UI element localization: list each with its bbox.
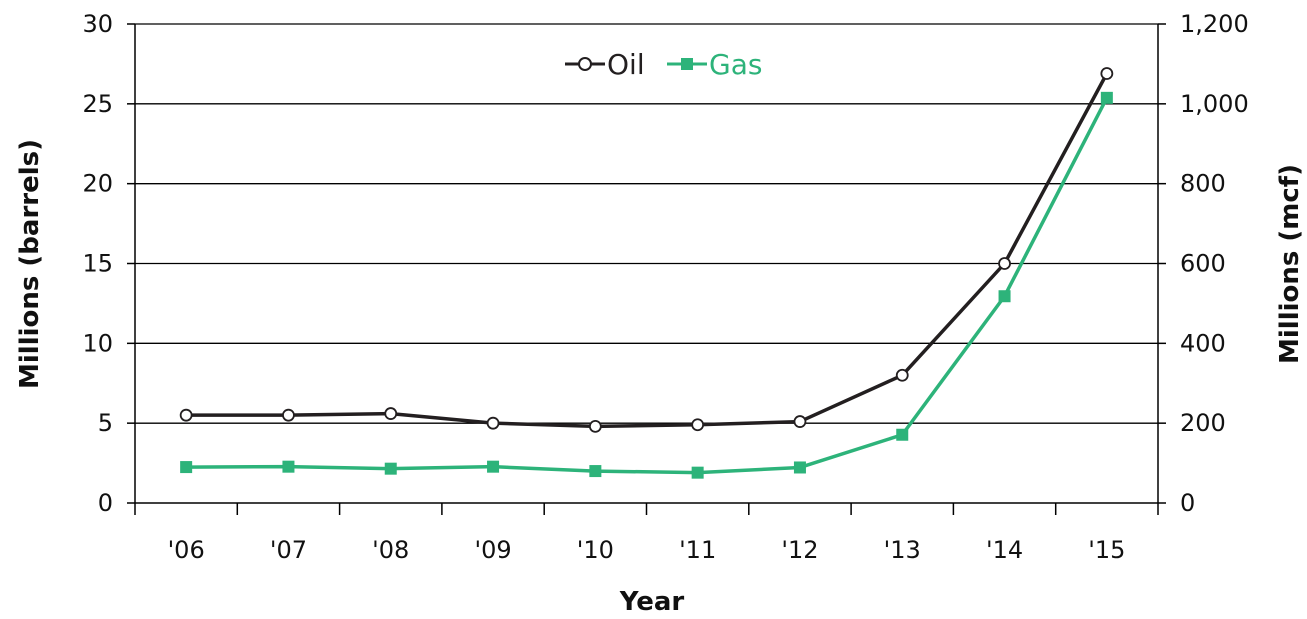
legend-oil-label: Oil — [607, 48, 645, 81]
right-y-tick-label: 400 — [1180, 329, 1226, 357]
x-tick-label: '07 — [270, 536, 307, 564]
left-y-tick-label: 5 — [98, 409, 113, 437]
left-y-tick-label: 0 — [98, 489, 113, 517]
x-axis-title: Year — [619, 587, 685, 617]
gas-series — [180, 91, 1113, 479]
gas-point — [1100, 91, 1113, 104]
legend-oil-marker — [578, 57, 592, 71]
gas-point — [589, 465, 602, 478]
oil-point — [998, 257, 1011, 270]
x-tick-label: '08 — [372, 536, 409, 564]
oil-point — [282, 408, 295, 422]
gas-point — [896, 428, 909, 441]
gas-point — [180, 461, 193, 474]
x-tick-label: '13 — [884, 536, 921, 564]
oil-point — [691, 418, 705, 432]
x-tick-label: '10 — [577, 536, 614, 564]
oil-point — [486, 416, 500, 430]
left-y-axis-tick-labels: 0 5 10 15 20 25 30 — [82, 10, 113, 517]
oil-point — [1100, 67, 1114, 80]
legend-gas-label: Gas — [709, 48, 762, 81]
right-y-tick-label: 800 — [1180, 170, 1226, 198]
x-tick-label: '14 — [986, 536, 1023, 564]
left-y-tick-label: 25 — [82, 90, 113, 118]
x-axis-tick-labels: '06 '07 '08 '09 '10 '11 '12 '13 '14 '15 — [168, 536, 1126, 564]
left-y-tick-label: 10 — [82, 329, 113, 357]
right-y-tick-label: 200 — [1180, 409, 1226, 437]
gridlines — [135, 23, 1158, 424]
right-y-tick-label: 1,200 — [1180, 10, 1249, 38]
x-tick-label: '15 — [1088, 536, 1125, 564]
oil-point — [895, 368, 909, 382]
oil-line — [186, 72, 1109, 429]
left-y-tick-label: 15 — [82, 250, 113, 278]
gas-point — [793, 461, 806, 474]
legend-gas-marker — [681, 58, 693, 70]
right-y-tick-label: 0 — [1180, 489, 1195, 517]
axes — [127, 23, 1166, 515]
legend: Oil Gas — [565, 48, 762, 81]
oil-point — [384, 407, 398, 420]
gas-point — [998, 290, 1011, 303]
gas-point — [691, 466, 704, 479]
right-y-axis-tick-labels: 0 200 400 600 800 1,000 1,200 — [1180, 10, 1249, 517]
gas-line — [186, 97, 1109, 475]
right-y-tick-label: 1,000 — [1180, 90, 1249, 118]
left-y-tick-label: 20 — [82, 170, 113, 198]
oil-point — [588, 419, 602, 433]
gas-point — [282, 460, 295, 473]
x-tick-label: '11 — [679, 536, 716, 564]
oil-series — [179, 67, 1114, 433]
series-group — [179, 67, 1114, 479]
oil-point — [179, 408, 193, 422]
x-tick-label: '12 — [781, 536, 818, 564]
left-y-tick-label: 30 — [82, 10, 113, 38]
x-tick-label: '06 — [168, 536, 205, 564]
legend-item-gas: Gas — [667, 48, 762, 81]
left-y-axis-title: Millions (barrels) — [15, 139, 45, 389]
gas-point — [384, 462, 397, 475]
oil-point — [793, 415, 807, 428]
right-y-axis-title: Millions (mcf) — [1275, 164, 1305, 364]
right-y-tick-label: 600 — [1180, 250, 1226, 278]
legend-item-oil: Oil — [565, 48, 645, 81]
gas-point — [487, 460, 500, 473]
x-tick-label: '09 — [474, 536, 511, 564]
